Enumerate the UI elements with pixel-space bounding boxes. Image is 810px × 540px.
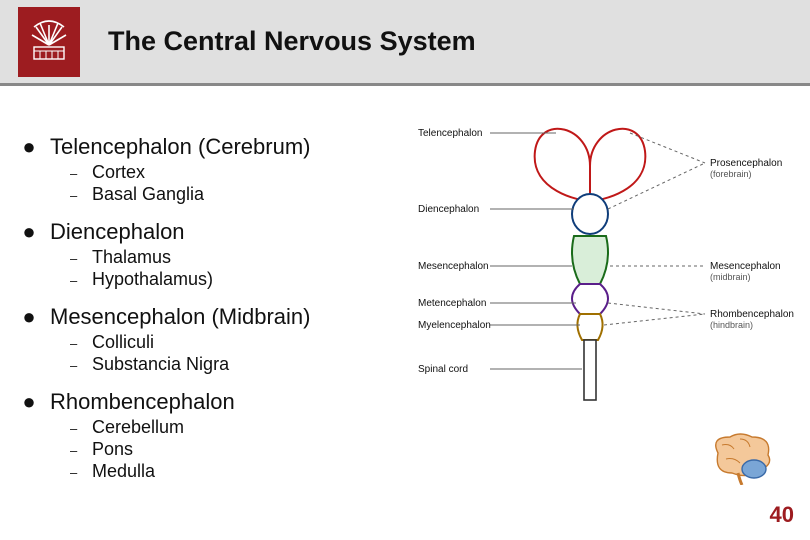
diagram-label-text: Mesencephalon <box>710 261 781 272</box>
sub-list-item: – Cerebellum <box>70 417 410 438</box>
slide-number: 40 <box>770 502 794 528</box>
sub-list-item: – Substancia Nigra <box>70 354 410 375</box>
sub-list: – Colliculi – Substancia Nigra <box>70 332 410 375</box>
diagram-label-text: Rhombencephalon <box>710 309 794 320</box>
sub-list-item: – Colliculi <box>70 332 410 353</box>
sub-list-label: Medulla <box>92 461 155 482</box>
sub-list: – Thalamus – Hypothalamus) <box>70 247 410 290</box>
sub-list: – Cortex – Basal Ganglia <box>70 162 410 205</box>
list-item: ● Telencephalon (Cerebrum) <box>20 134 410 160</box>
sub-list-label: Colliculi <box>92 332 154 353</box>
bullet-list: ● Telencephalon (Cerebrum) – Cortex – Ba… <box>0 86 430 482</box>
dash-icon: – <box>70 336 82 351</box>
diagram-label-sub: (midbrain) <box>710 272 751 282</box>
diagram-label-sub: (hindbrain) <box>710 320 753 330</box>
list-item-label: Rhombencephalon <box>50 389 235 415</box>
sub-list-label: Substancia Nigra <box>92 354 229 375</box>
sub-list-item: – Pons <box>70 439 410 460</box>
sub-list: – Cerebellum – Pons – Medulla <box>70 417 410 482</box>
diagram-label-sub: (forebrain) <box>710 169 752 179</box>
dash-icon: – <box>70 273 82 288</box>
sub-list-label: Hypothalamus) <box>92 269 213 290</box>
brain-icon <box>700 429 780 490</box>
sub-list-label: Thalamus <box>92 247 171 268</box>
list-item: ● Diencephalon <box>20 219 410 245</box>
diagram-label: Mesencephalon (midbrain) <box>710 261 781 283</box>
bullet-icon: ● <box>20 221 38 243</box>
bullet-icon: ● <box>20 136 38 158</box>
dash-icon: – <box>70 443 82 458</box>
diagram-label: Myelencephalon <box>418 320 491 331</box>
list-item-label: Mesencephalon (Midbrain) <box>50 304 310 330</box>
sub-list-label: Basal Ganglia <box>92 184 204 205</box>
sub-list-item: – Basal Ganglia <box>70 184 410 205</box>
dash-icon: – <box>70 358 82 373</box>
sub-list-item: – Cortex <box>70 162 410 183</box>
sub-list-item: – Thalamus <box>70 247 410 268</box>
sub-list-label: Cerebellum <box>92 417 184 438</box>
dash-icon: – <box>70 465 82 480</box>
neural-tube-svg <box>430 96 800 416</box>
sub-list-label: Cortex <box>92 162 145 183</box>
list-item: ● Rhombencephalon <box>20 389 410 415</box>
diagram-label: Metencephalon <box>418 298 486 309</box>
diagram-label-text: Prosencephalon <box>710 158 782 169</box>
diagram-label: Spinal cord <box>418 364 468 375</box>
list-item-label: Diencephalon <box>50 219 185 245</box>
slide-title: The Central Nervous System <box>108 26 476 57</box>
diagram-label: Mesencephalon <box>418 261 489 272</box>
university-logo <box>18 7 80 77</box>
dash-icon: – <box>70 188 82 203</box>
bullet-icon: ● <box>20 306 38 328</box>
sub-list-label: Pons <box>92 439 133 460</box>
list-item-label: Telencephalon (Cerebrum) <box>50 134 310 160</box>
diagram-label: Prosencephalon (forebrain) <box>710 158 782 180</box>
diagram-label: Telencephalon <box>418 128 483 139</box>
dash-icon: – <box>70 421 82 436</box>
bullet-icon: ● <box>20 391 38 413</box>
dash-icon: – <box>70 166 82 181</box>
slide-header: The Central Nervous System <box>0 0 810 86</box>
diagram-label: Diencephalon <box>418 204 479 215</box>
dash-icon: – <box>70 251 82 266</box>
sub-list-item: – Medulla <box>70 461 410 482</box>
list-item: ● Mesencephalon (Midbrain) <box>20 304 410 330</box>
diagram-label: Rhombencephalon (hindbrain) <box>710 309 794 331</box>
sub-list-item: – Hypothalamus) <box>70 269 410 290</box>
